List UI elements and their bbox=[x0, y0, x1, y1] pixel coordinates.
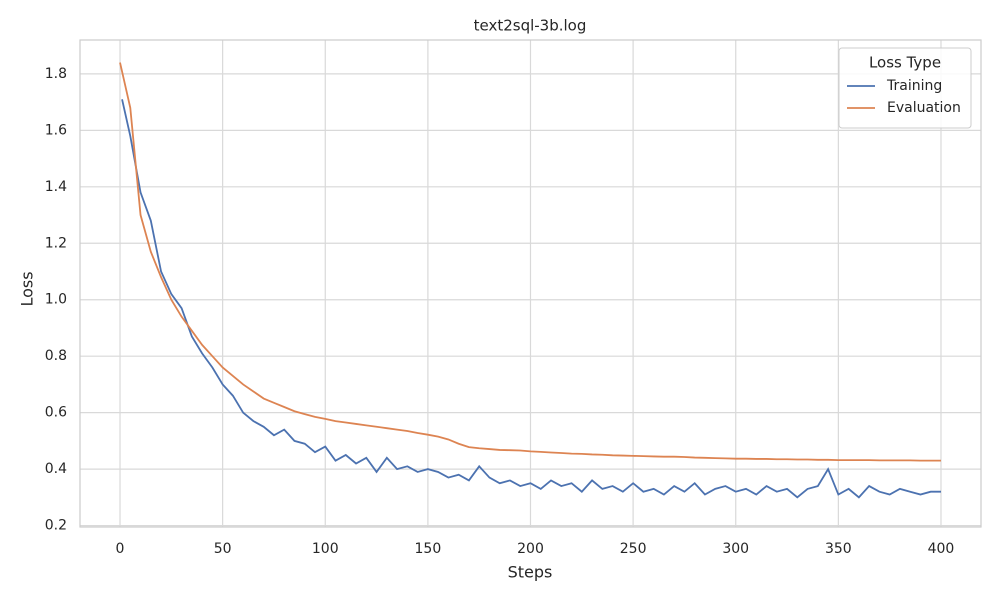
x-tick-label: 0 bbox=[116, 541, 125, 557]
y-axis-label: Loss bbox=[18, 271, 37, 306]
y-tick-label: 0.8 bbox=[45, 348, 67, 364]
x-tick-label: 300 bbox=[722, 541, 749, 557]
lines bbox=[119, 62, 941, 499]
series-line bbox=[121, 99, 941, 499]
x-tick-label: 50 bbox=[214, 541, 232, 557]
x-tick-label: 100 bbox=[312, 541, 339, 557]
series-line bbox=[119, 62, 941, 462]
y-tick-label: 0.4 bbox=[45, 461, 67, 477]
legend: Loss Type Training Evaluation bbox=[838, 47, 972, 129]
y-tick-label: 1.2 bbox=[45, 235, 67, 251]
y-tick-label: 1.6 bbox=[45, 122, 67, 138]
y-tick-label: 1.4 bbox=[45, 179, 67, 195]
y-tick-label: 0.2 bbox=[45, 518, 67, 534]
grid bbox=[80, 40, 981, 527]
x-tick-label: 250 bbox=[620, 541, 647, 557]
y-tick-label: 1.8 bbox=[45, 66, 67, 82]
x-tick-label: 400 bbox=[928, 541, 955, 557]
x-axis-label: Steps bbox=[508, 563, 553, 582]
y-tick-label: 0.6 bbox=[45, 405, 67, 421]
x-tick-label: 350 bbox=[825, 541, 852, 557]
y-tick-label: 1.0 bbox=[45, 292, 67, 308]
plot-frame bbox=[79, 39, 982, 528]
legend-label: Training bbox=[886, 78, 942, 94]
legend-label: Evaluation bbox=[887, 100, 961, 116]
x-tick-label: 150 bbox=[415, 541, 442, 557]
legend-title: Loss Type bbox=[869, 54, 941, 72]
x-tick-label: 200 bbox=[517, 541, 544, 557]
chart-title: text2sql-3b.log bbox=[474, 17, 587, 35]
